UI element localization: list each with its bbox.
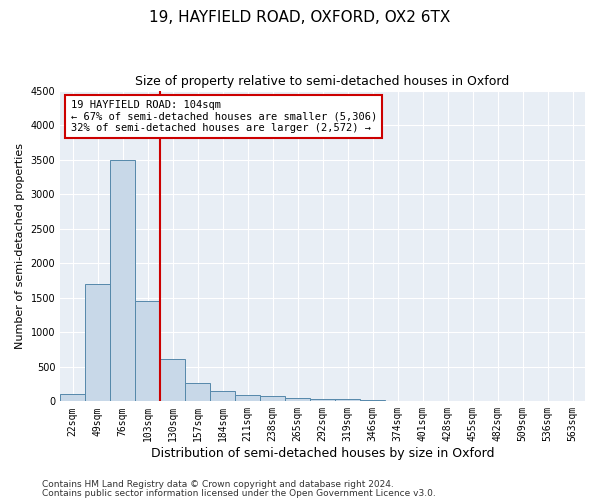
Text: 19, HAYFIELD ROAD, OXFORD, OX2 6TX: 19, HAYFIELD ROAD, OXFORD, OX2 6TX xyxy=(149,10,451,25)
X-axis label: Distribution of semi-detached houses by size in Oxford: Distribution of semi-detached houses by … xyxy=(151,447,494,460)
Bar xyxy=(135,301,160,402)
Bar xyxy=(60,394,85,402)
Bar xyxy=(285,398,310,402)
Bar xyxy=(310,398,335,402)
Bar xyxy=(260,396,285,402)
Bar xyxy=(235,395,260,402)
Bar xyxy=(335,400,360,402)
Text: Contains HM Land Registry data © Crown copyright and database right 2024.: Contains HM Land Registry data © Crown c… xyxy=(42,480,394,489)
Bar xyxy=(85,284,110,402)
Bar xyxy=(110,160,135,402)
Bar xyxy=(410,401,435,402)
Text: 19 HAYFIELD ROAD: 104sqm
← 67% of semi-detached houses are smaller (5,306)
32% o: 19 HAYFIELD ROAD: 104sqm ← 67% of semi-d… xyxy=(71,100,377,133)
Bar xyxy=(210,390,235,402)
Bar xyxy=(360,400,385,402)
Y-axis label: Number of semi-detached properties: Number of semi-detached properties xyxy=(15,143,25,349)
Bar xyxy=(385,400,410,402)
Text: Contains public sector information licensed under the Open Government Licence v3: Contains public sector information licen… xyxy=(42,488,436,498)
Bar xyxy=(160,358,185,402)
Bar xyxy=(185,382,210,402)
Title: Size of property relative to semi-detached houses in Oxford: Size of property relative to semi-detach… xyxy=(136,75,510,88)
